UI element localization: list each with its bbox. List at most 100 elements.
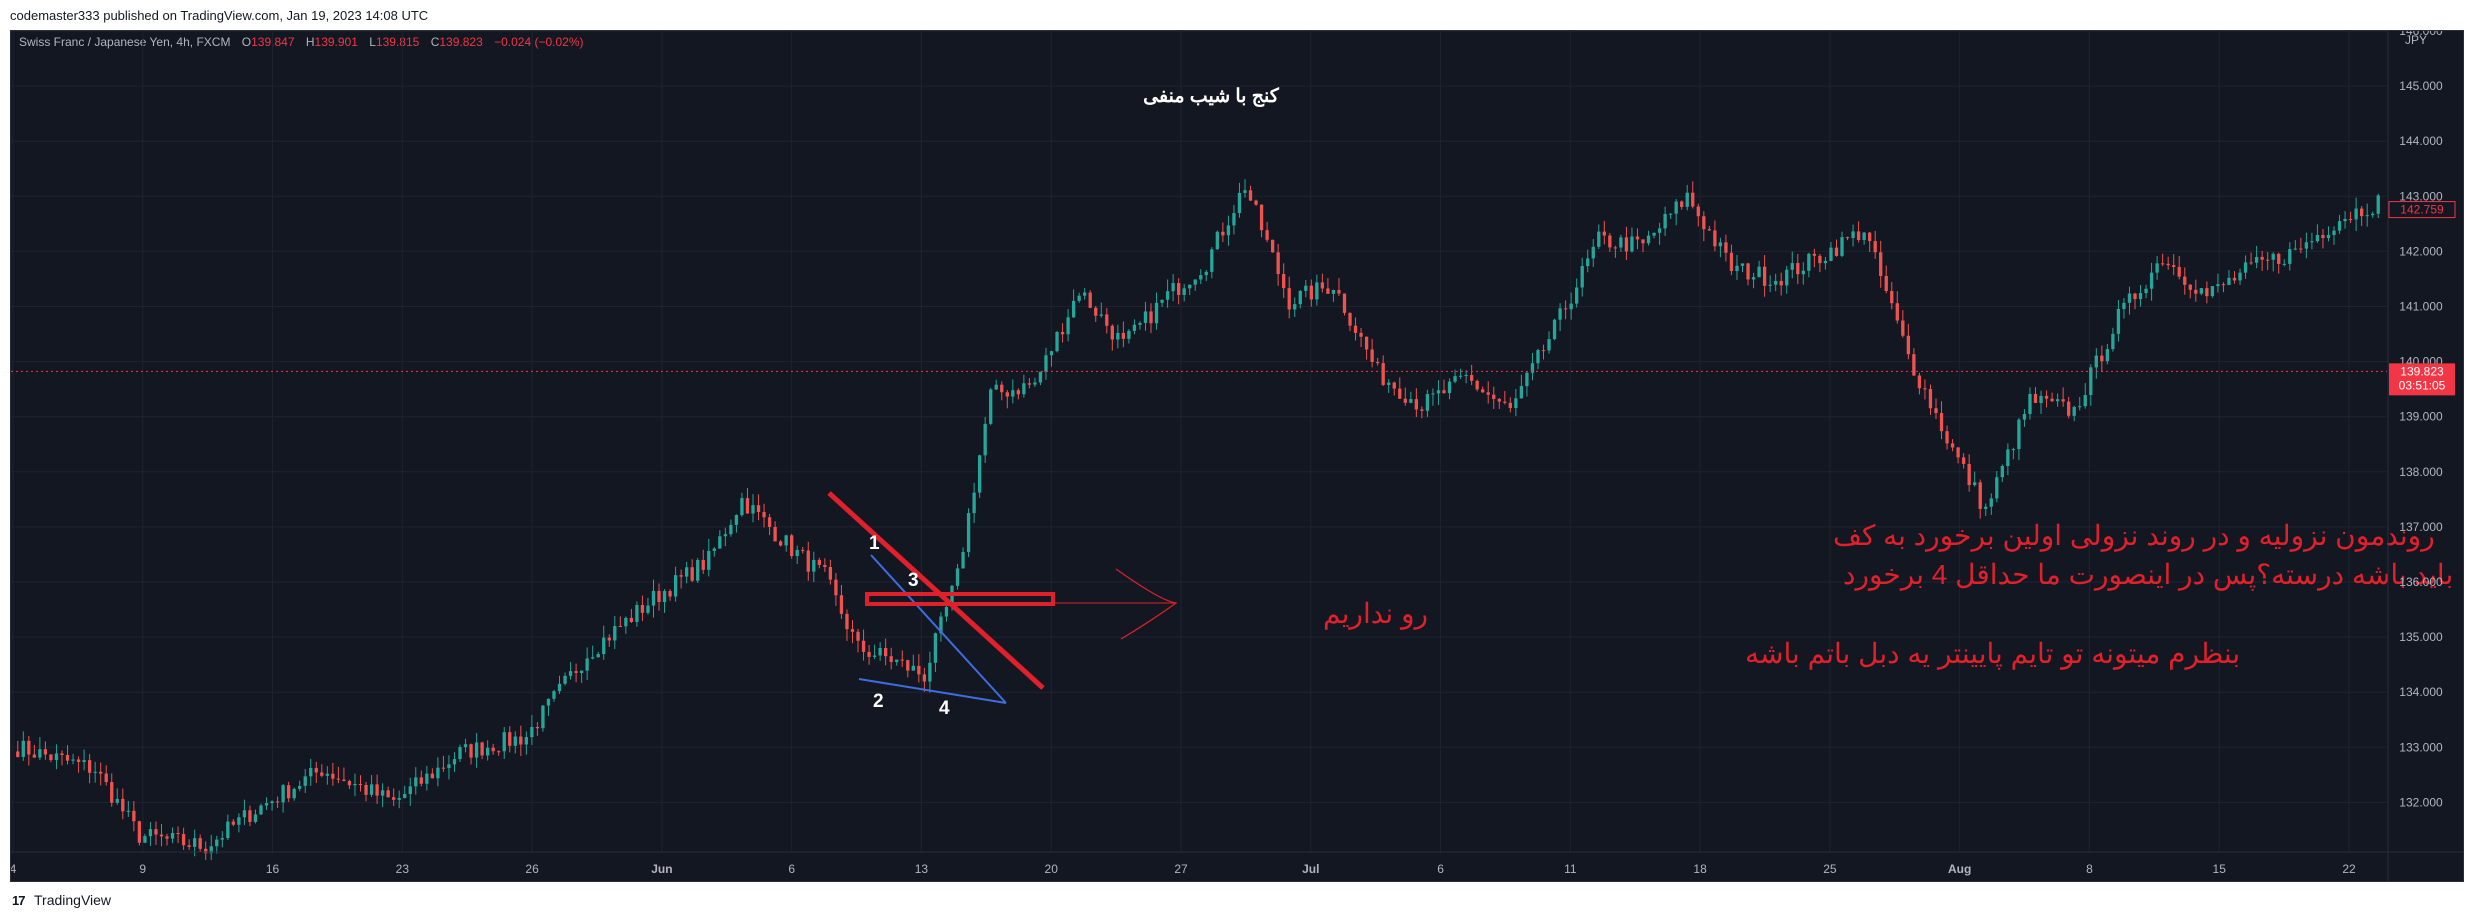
candle bbox=[1121, 321, 1126, 348]
candle bbox=[657, 583, 661, 611]
candle-body bbox=[132, 810, 136, 822]
low-value: 139.815 bbox=[375, 35, 420, 49]
candle bbox=[2249, 252, 2253, 265]
secondary-price-tag: 142.759 bbox=[2388, 201, 2456, 219]
candle bbox=[585, 647, 589, 680]
candle-body bbox=[2315, 234, 2320, 242]
candle bbox=[1381, 355, 1385, 387]
candle bbox=[1276, 243, 1280, 286]
candle bbox=[1071, 289, 1076, 318]
candle bbox=[1624, 226, 1629, 260]
candle bbox=[889, 647, 893, 670]
candle bbox=[159, 824, 164, 847]
candle-body bbox=[1995, 477, 1999, 499]
candle-body bbox=[944, 607, 949, 617]
candle bbox=[2083, 383, 2087, 409]
candle-body bbox=[469, 744, 473, 758]
symbol-label[interactable]: Swiss Franc / Japanese Yen, 4h, FXCM bbox=[19, 35, 231, 49]
candle-body bbox=[1353, 325, 1358, 333]
candle bbox=[309, 758, 313, 786]
candle bbox=[286, 781, 291, 802]
price-chart[interactable]: 1 2 3 4 روندمون نزولیه و در روند نزولی ا… bbox=[11, 31, 2463, 881]
candle-body bbox=[906, 660, 910, 671]
candle-body bbox=[2166, 263, 2170, 266]
candle-body bbox=[403, 794, 407, 798]
candle bbox=[1000, 381, 1004, 401]
candle-body bbox=[215, 839, 219, 847]
candle bbox=[1105, 308, 1109, 334]
candle-body bbox=[1049, 351, 1054, 356]
candle-body bbox=[1956, 447, 1960, 458]
candle bbox=[1453, 369, 1457, 384]
candle bbox=[1812, 248, 1817, 268]
candle-body bbox=[939, 616, 943, 634]
candle-body bbox=[712, 548, 716, 551]
candle bbox=[1469, 364, 1474, 386]
candle bbox=[1337, 278, 1341, 296]
candle-body bbox=[1016, 390, 1020, 395]
candle-body bbox=[1906, 335, 1911, 355]
time-tick-label: 6 bbox=[788, 862, 795, 876]
candle-body bbox=[1613, 247, 1618, 249]
candle bbox=[54, 744, 59, 770]
candle bbox=[646, 597, 650, 615]
candle bbox=[1862, 231, 1866, 245]
candle bbox=[596, 651, 600, 658]
candle bbox=[1950, 439, 1955, 452]
candle bbox=[1691, 181, 1695, 209]
candle bbox=[1215, 230, 1220, 250]
time-tick-label: 27 bbox=[1174, 862, 1188, 876]
candle bbox=[1740, 263, 1745, 273]
candle-body bbox=[1928, 389, 1933, 409]
candle bbox=[795, 545, 799, 565]
candle-body bbox=[1790, 263, 1794, 270]
candle bbox=[176, 826, 180, 844]
candle-body bbox=[1762, 266, 1767, 286]
candle-body bbox=[2277, 253, 2281, 264]
candle-body bbox=[778, 541, 783, 546]
candle-body bbox=[1663, 213, 1667, 229]
candle-body bbox=[2083, 395, 2087, 407]
candle-body bbox=[347, 780, 352, 786]
candle-body bbox=[1022, 383, 1026, 395]
candle bbox=[181, 827, 186, 850]
candle-body bbox=[1088, 292, 1092, 308]
candle-body bbox=[1492, 394, 1496, 399]
candle bbox=[701, 549, 705, 574]
candle bbox=[1901, 310, 1905, 338]
candle-body bbox=[2260, 256, 2264, 260]
candle bbox=[1530, 352, 1535, 381]
candle bbox=[1110, 324, 1114, 351]
tradingview-logo[interactable]: 17 TradingView bbox=[12, 890, 112, 908]
candle-body bbox=[1469, 375, 1474, 381]
candle bbox=[226, 814, 230, 841]
candle-body bbox=[1359, 332, 1363, 337]
candle bbox=[2006, 443, 2010, 476]
candle-body bbox=[977, 455, 982, 493]
candle-body bbox=[1840, 237, 1844, 256]
candle bbox=[2017, 417, 2021, 461]
candle-body bbox=[745, 498, 750, 514]
candle bbox=[1243, 179, 1247, 198]
candle bbox=[1270, 239, 1275, 253]
candle-body bbox=[1403, 398, 1407, 403]
candle-body bbox=[1436, 390, 1441, 394]
candle bbox=[2177, 256, 2181, 280]
candle bbox=[2221, 282, 2226, 293]
candle bbox=[458, 744, 462, 762]
candle bbox=[2321, 228, 2325, 249]
candle bbox=[2260, 250, 2264, 271]
candle bbox=[1293, 297, 1297, 317]
candle-body bbox=[2332, 230, 2336, 235]
candle bbox=[1088, 290, 1092, 309]
candle bbox=[607, 634, 611, 647]
candle-body bbox=[270, 801, 274, 804]
candle-body bbox=[286, 785, 291, 799]
candle-body bbox=[353, 783, 357, 786]
candle bbox=[1353, 317, 1358, 341]
candle bbox=[419, 770, 423, 787]
candle bbox=[1519, 374, 1524, 399]
candle-body bbox=[966, 513, 971, 552]
candle bbox=[2138, 284, 2143, 307]
candle bbox=[497, 750, 501, 756]
